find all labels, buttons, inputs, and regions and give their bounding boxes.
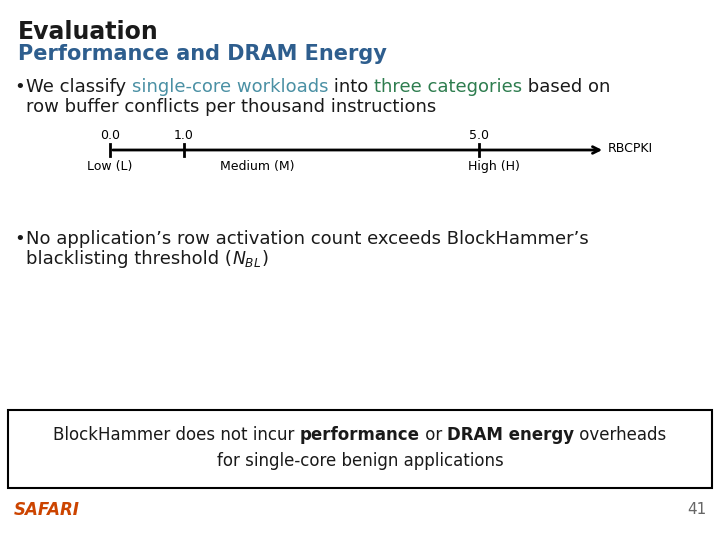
Text: Medium (M): Medium (M) — [220, 160, 295, 173]
Text: RBCPKI: RBCPKI — [608, 143, 653, 156]
Text: Low (L): Low (L) — [87, 160, 132, 173]
Text: overheads: overheads — [575, 426, 667, 444]
Text: $N_{BL}$: $N_{BL}$ — [232, 249, 261, 269]
Text: single-core workloads: single-core workloads — [132, 78, 328, 96]
Text: Evaluation: Evaluation — [18, 20, 158, 44]
Text: 1.0: 1.0 — [174, 129, 194, 142]
Text: performance: performance — [300, 426, 420, 444]
Text: High (H): High (H) — [468, 160, 520, 173]
Text: SAFARI: SAFARI — [14, 501, 80, 519]
Text: 41: 41 — [687, 503, 706, 517]
Text: three categories: three categories — [374, 78, 523, 96]
Text: DRAM energy: DRAM energy — [447, 426, 575, 444]
Text: No application’s row activation count exceeds BlockHammer’s: No application’s row activation count ex… — [26, 230, 589, 248]
Text: •: • — [14, 230, 24, 248]
Text: 5.0: 5.0 — [469, 129, 489, 142]
Text: or: or — [420, 426, 447, 444]
Text: •: • — [14, 78, 24, 96]
Text: ): ) — [261, 250, 269, 268]
Text: row buffer conflicts per thousand instructions: row buffer conflicts per thousand instru… — [26, 98, 436, 116]
Text: based on: based on — [523, 78, 611, 96]
Text: blacklisting threshold (: blacklisting threshold ( — [26, 250, 232, 268]
Text: BlockHammer does not incur: BlockHammer does not incur — [53, 426, 300, 444]
FancyBboxPatch shape — [8, 410, 712, 488]
Text: Performance and DRAM Energy: Performance and DRAM Energy — [18, 44, 387, 64]
Text: 0.0: 0.0 — [100, 129, 120, 142]
Text: We classify: We classify — [26, 78, 132, 96]
Text: for single-core benign applications: for single-core benign applications — [217, 452, 503, 470]
Text: into: into — [328, 78, 374, 96]
